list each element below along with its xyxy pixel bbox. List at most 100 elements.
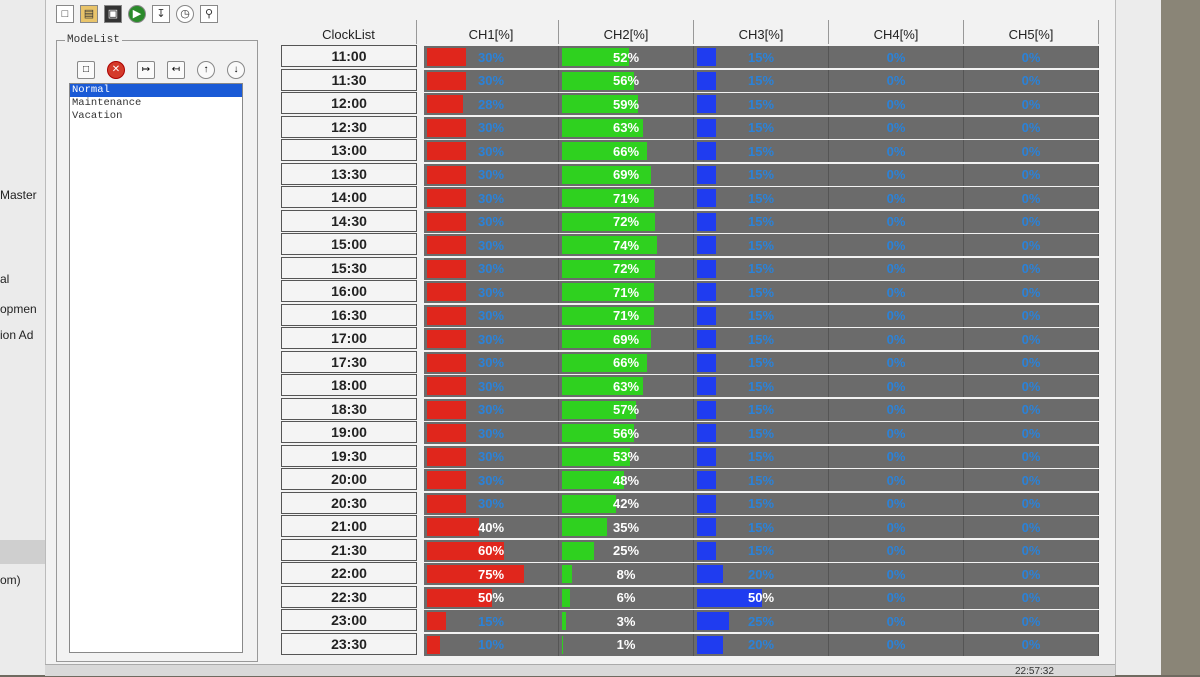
channel-cell-ch3[interactable]: 15% — [694, 516, 829, 538]
channel-cell-ch4[interactable]: 0% — [829, 140, 964, 162]
channel-cell-ch4[interactable]: 0% — [829, 234, 964, 256]
time-cell[interactable]: 22:30 — [281, 585, 417, 608]
channel-cell-ch1[interactable]: 30% — [424, 375, 559, 397]
time-cell[interactable]: 15:30 — [281, 256, 417, 279]
channel-cell-ch4[interactable]: 0% — [829, 281, 964, 303]
time-cell[interactable]: 23:30 — [281, 632, 417, 655]
mode-list-item[interactable]: Normal — [70, 84, 242, 97]
channel-cell-ch5[interactable]: 0% — [964, 281, 1099, 303]
channel-cell-ch5[interactable]: 0% — [964, 328, 1099, 350]
column-header[interactable]: CH2[%] — [559, 20, 694, 44]
channel-cell-ch3[interactable]: 15% — [694, 445, 829, 468]
time-cell[interactable]: 11:30 — [281, 68, 417, 91]
new-file-icon[interactable]: □ — [56, 5, 74, 23]
time-cell[interactable]: 22:00 — [281, 562, 417, 584]
channel-cell-ch1[interactable]: 30% — [424, 328, 559, 350]
time-cell[interactable]: 18:30 — [281, 397, 417, 420]
channel-cell-ch1[interactable]: 50% — [424, 586, 559, 609]
channel-cell-ch4[interactable]: 0% — [829, 187, 964, 209]
channel-cell-ch4[interactable]: 0% — [829, 633, 964, 656]
channel-cell-ch5[interactable]: 0% — [964, 210, 1099, 233]
channel-cell-ch1[interactable]: 30% — [424, 469, 559, 491]
channel-cell-ch5[interactable]: 0% — [964, 375, 1099, 397]
channel-cell-ch3[interactable]: 15% — [694, 234, 829, 256]
move-down-icon[interactable]: ↓ — [227, 61, 245, 79]
channel-cell-ch4[interactable]: 0% — [829, 469, 964, 491]
channel-cell-ch4[interactable]: 0% — [829, 539, 964, 562]
channel-cell-ch5[interactable]: 0% — [964, 610, 1099, 632]
time-cell[interactable]: 14:00 — [281, 186, 417, 208]
channel-cell-ch3[interactable]: 15% — [694, 422, 829, 444]
time-cell[interactable]: 17:00 — [281, 327, 417, 349]
channel-cell-ch4[interactable]: 0% — [829, 586, 964, 609]
channel-cell-ch2[interactable]: 71% — [559, 304, 694, 327]
channel-cell-ch2[interactable]: 48% — [559, 469, 694, 491]
channel-cell-ch3[interactable]: 15% — [694, 539, 829, 562]
mode-list-item[interactable]: Maintenance — [72, 97, 142, 109]
import-mode-icon[interactable]: ↦ — [137, 61, 155, 79]
export-mode-icon[interactable]: ↤ — [167, 61, 185, 79]
time-cell[interactable]: 21:00 — [281, 515, 417, 537]
channel-cell-ch3[interactable]: 15% — [694, 210, 829, 233]
channel-cell-ch1[interactable]: 30% — [424, 422, 559, 444]
channel-cell-ch2[interactable]: 56% — [559, 69, 694, 92]
time-cell[interactable]: 12:30 — [281, 115, 417, 138]
channel-cell-ch5[interactable]: 0% — [964, 46, 1099, 68]
channel-cell-ch2[interactable]: 57% — [559, 398, 694, 421]
channel-cell-ch4[interactable]: 0% — [829, 93, 964, 115]
channel-cell-ch3[interactable]: 15% — [694, 46, 829, 68]
channel-cell-ch5[interactable]: 0% — [964, 633, 1099, 656]
channel-cell-ch4[interactable]: 0% — [829, 304, 964, 327]
channel-cell-ch4[interactable]: 0% — [829, 163, 964, 186]
channel-cell-ch1[interactable]: 15% — [424, 610, 559, 632]
channel-cell-ch3[interactable]: 15% — [694, 328, 829, 350]
channel-cell-ch1[interactable]: 30% — [424, 351, 559, 374]
column-header[interactable]: CH4[%] — [829, 20, 964, 44]
channel-cell-ch4[interactable]: 0% — [829, 46, 964, 68]
channel-cell-ch1[interactable]: 30% — [424, 69, 559, 92]
channel-cell-ch3[interactable]: 15% — [694, 469, 829, 491]
channel-cell-ch2[interactable]: 72% — [559, 257, 694, 280]
channel-cell-ch2[interactable]: 42% — [559, 492, 694, 515]
channel-cell-ch3[interactable]: 15% — [694, 93, 829, 115]
channel-cell-ch1[interactable]: 30% — [424, 304, 559, 327]
channel-cell-ch5[interactable]: 0% — [964, 586, 1099, 609]
time-cell[interactable]: 17:30 — [281, 350, 417, 373]
channel-cell-ch2[interactable]: 25% — [559, 539, 694, 562]
channel-cell-ch5[interactable]: 0% — [964, 116, 1099, 139]
channel-cell-ch5[interactable]: 0% — [964, 234, 1099, 256]
channel-cell-ch5[interactable]: 0% — [964, 304, 1099, 327]
channel-cell-ch1[interactable]: 75% — [424, 563, 559, 585]
channel-cell-ch2[interactable]: 71% — [559, 187, 694, 209]
channel-cell-ch4[interactable]: 0% — [829, 445, 964, 468]
channel-cell-ch1[interactable]: 30% — [424, 492, 559, 515]
channel-cell-ch5[interactable]: 0% — [964, 140, 1099, 162]
column-header[interactable]: CH5[%] — [964, 20, 1099, 44]
channel-cell-ch3[interactable]: 15% — [694, 375, 829, 397]
channel-cell-ch2[interactable]: 66% — [559, 140, 694, 162]
new-mode-icon[interactable]: □ — [77, 61, 95, 79]
channel-cell-ch3[interactable]: 15% — [694, 116, 829, 139]
channel-cell-ch4[interactable]: 0% — [829, 375, 964, 397]
channel-cell-ch2[interactable]: 69% — [559, 163, 694, 186]
channel-cell-ch2[interactable]: 71% — [559, 281, 694, 303]
download-icon[interactable]: ↧ — [152, 5, 170, 23]
channel-cell-ch2[interactable]: 53% — [559, 445, 694, 468]
channel-cell-ch2[interactable]: 69% — [559, 328, 694, 350]
channel-cell-ch2[interactable]: 59% — [559, 93, 694, 115]
channel-cell-ch5[interactable]: 0% — [964, 93, 1099, 115]
channel-cell-ch1[interactable]: 30% — [424, 140, 559, 162]
channel-cell-ch5[interactable]: 0% — [964, 163, 1099, 186]
time-cell[interactable]: 15:00 — [281, 233, 417, 255]
channel-cell-ch5[interactable]: 0% — [964, 492, 1099, 515]
channel-cell-ch4[interactable]: 0% — [829, 492, 964, 515]
channel-cell-ch3[interactable]: 15% — [694, 140, 829, 162]
channel-cell-ch1[interactable]: 30% — [424, 116, 559, 139]
open-folder-icon[interactable]: ▤ — [80, 5, 98, 23]
channel-cell-ch1[interactable]: 10% — [424, 633, 559, 656]
mode-list-item[interactable]: Vacation — [72, 110, 123, 122]
channel-cell-ch5[interactable]: 0% — [964, 351, 1099, 374]
channel-cell-ch1[interactable]: 30% — [424, 163, 559, 186]
channel-cell-ch3[interactable]: 25% — [694, 610, 829, 632]
channel-cell-ch1[interactable]: 30% — [424, 281, 559, 303]
